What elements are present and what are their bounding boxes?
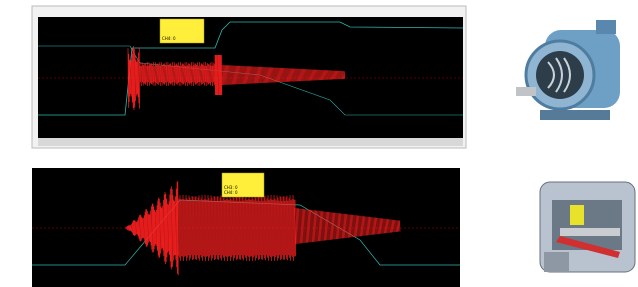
page: {"top_panel": {"tooltip": ["CH4: 0"]}, "… xyxy=(0,0,638,287)
motor-image xyxy=(516,20,630,122)
top-plot xyxy=(38,17,463,138)
motor-cutaway-image xyxy=(530,172,638,282)
scene: CH4: 0 CH3: 0 CH4: 0 xyxy=(0,0,638,287)
top-axis-strip xyxy=(38,138,463,146)
tooltip-text: CH4: 0 xyxy=(162,36,176,41)
waveform xyxy=(215,55,222,95)
tooltip-text: CH4: 0 xyxy=(224,190,238,195)
